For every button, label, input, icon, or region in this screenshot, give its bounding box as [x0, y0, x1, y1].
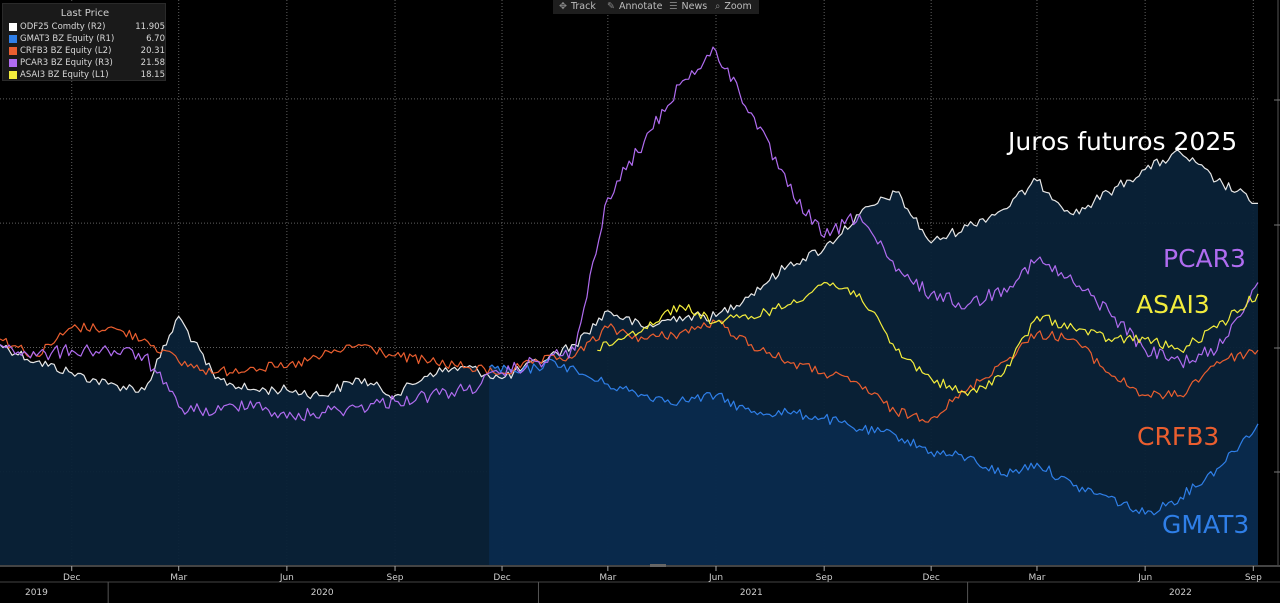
x-tick-label: Jun [708, 573, 723, 583]
crfb3-label: CRFB3 [1137, 422, 1220, 451]
legend-item[interactable]: ODF25 Comdty (R2) 11.905 [9, 21, 165, 33]
legend-item-value: 21.58 [140, 58, 165, 68]
pencil-icon: ✎ [607, 1, 615, 12]
x-tick-label: Dec [63, 573, 80, 583]
chart-toolbar: ✥ Track ✎ Annotate ☰ News ⌕ Zoom [553, 0, 759, 14]
gmat3-label: GMAT3 [1162, 510, 1250, 539]
x-tick-label: Mar [170, 573, 187, 583]
x-tick-label: Sep [387, 573, 404, 583]
series-line [0, 149, 1259, 400]
year-label: 2020 [311, 588, 334, 598]
year-label: 2021 [740, 588, 763, 598]
track-button[interactable]: ✥ Track [559, 0, 596, 14]
legend-item-name: GMAT3 BZ Equity (R1) [20, 34, 115, 44]
legend-item-name: PCAR3 BZ Equity (R3) [20, 58, 113, 68]
series-line [0, 46, 1259, 422]
x-axis-band [0, 566, 1280, 603]
x-tick-label: Dec [493, 573, 510, 583]
legend-item-value: 6.70 [146, 34, 165, 44]
x-tick-label: Sep [816, 573, 833, 583]
series-line [488, 358, 1259, 516]
legend-item-name: ODF25 Comdty (R2) [20, 22, 106, 32]
legend-swatch [9, 59, 17, 67]
area-fills [0, 149, 1259, 566]
legend-swatch [9, 71, 17, 79]
legend-swatch [9, 35, 17, 43]
x-tick-label: Mar [1028, 573, 1045, 583]
year-label: 2022 [1169, 588, 1192, 598]
legend-item[interactable]: PCAR3 BZ Equity (R3) 21.58 [9, 57, 165, 69]
pcar3-label: PCAR3 [1163, 244, 1246, 273]
news-label: News [681, 1, 708, 12]
annotate-button[interactable]: ✎ Annotate [607, 0, 662, 14]
legend-swatch [9, 23, 17, 31]
annotate-label: Annotate [618, 1, 663, 12]
x-tick-label: Dec [922, 573, 939, 583]
series-area-fill [489, 359, 1259, 565]
x-tick-label: Mar [599, 573, 616, 583]
legend-item-value: 20.31 [140, 46, 165, 56]
x-tick-label: Jun [1137, 573, 1152, 583]
legend-item-value: 18.15 [140, 70, 165, 80]
legend: Last Price ODF25 Comdty (R2) 11.905 GMAT… [2, 3, 166, 81]
year-label: 2019 [25, 588, 48, 598]
legend-item[interactable]: ASAI3 BZ Equity (L1) 18.15 [9, 69, 165, 81]
scroll-handle [650, 564, 666, 567]
legend-swatch [9, 47, 17, 55]
legend-item-value: 11.905 [135, 22, 165, 32]
juros-futuros-label: Juros futuros 2025 [1008, 127, 1238, 156]
series-line [0, 319, 1259, 423]
crosshair-icon: ✥ [559, 1, 567, 12]
track-label: Track [570, 1, 596, 12]
legend-title: Last Price [60, 8, 110, 19]
legend-item[interactable]: CRFB3 BZ Equity (L2) 20.31 [9, 45, 165, 57]
asai3-label: ASAI3 [1136, 290, 1210, 319]
series-line [597, 281, 1259, 397]
x-tick-label: Sep [1245, 573, 1262, 583]
news-icon: ☰ [669, 1, 678, 12]
x-tick-label: Jun [279, 573, 294, 583]
magnifier-icon: ⌕ [715, 1, 721, 12]
legend-item-name: ASAI3 BZ Equity (L1) [20, 70, 109, 80]
series-lines [0, 46, 1259, 516]
zoom-label: Zoom [724, 1, 752, 12]
legend-item-name: CRFB3 BZ Equity (L2) [20, 46, 112, 56]
x-axis: Dec Mar Jun Sep Dec Mar Jun Sep Dec Mar Jun Sep 2019… [0, 564, 1280, 603]
news-button[interactable]: ☰ News [669, 0, 707, 14]
zoom-button[interactable]: ⌕ Zoom [715, 0, 752, 14]
legend-item[interactable]: GMAT3 BZ Equity (R1) 6.70 [9, 33, 165, 45]
